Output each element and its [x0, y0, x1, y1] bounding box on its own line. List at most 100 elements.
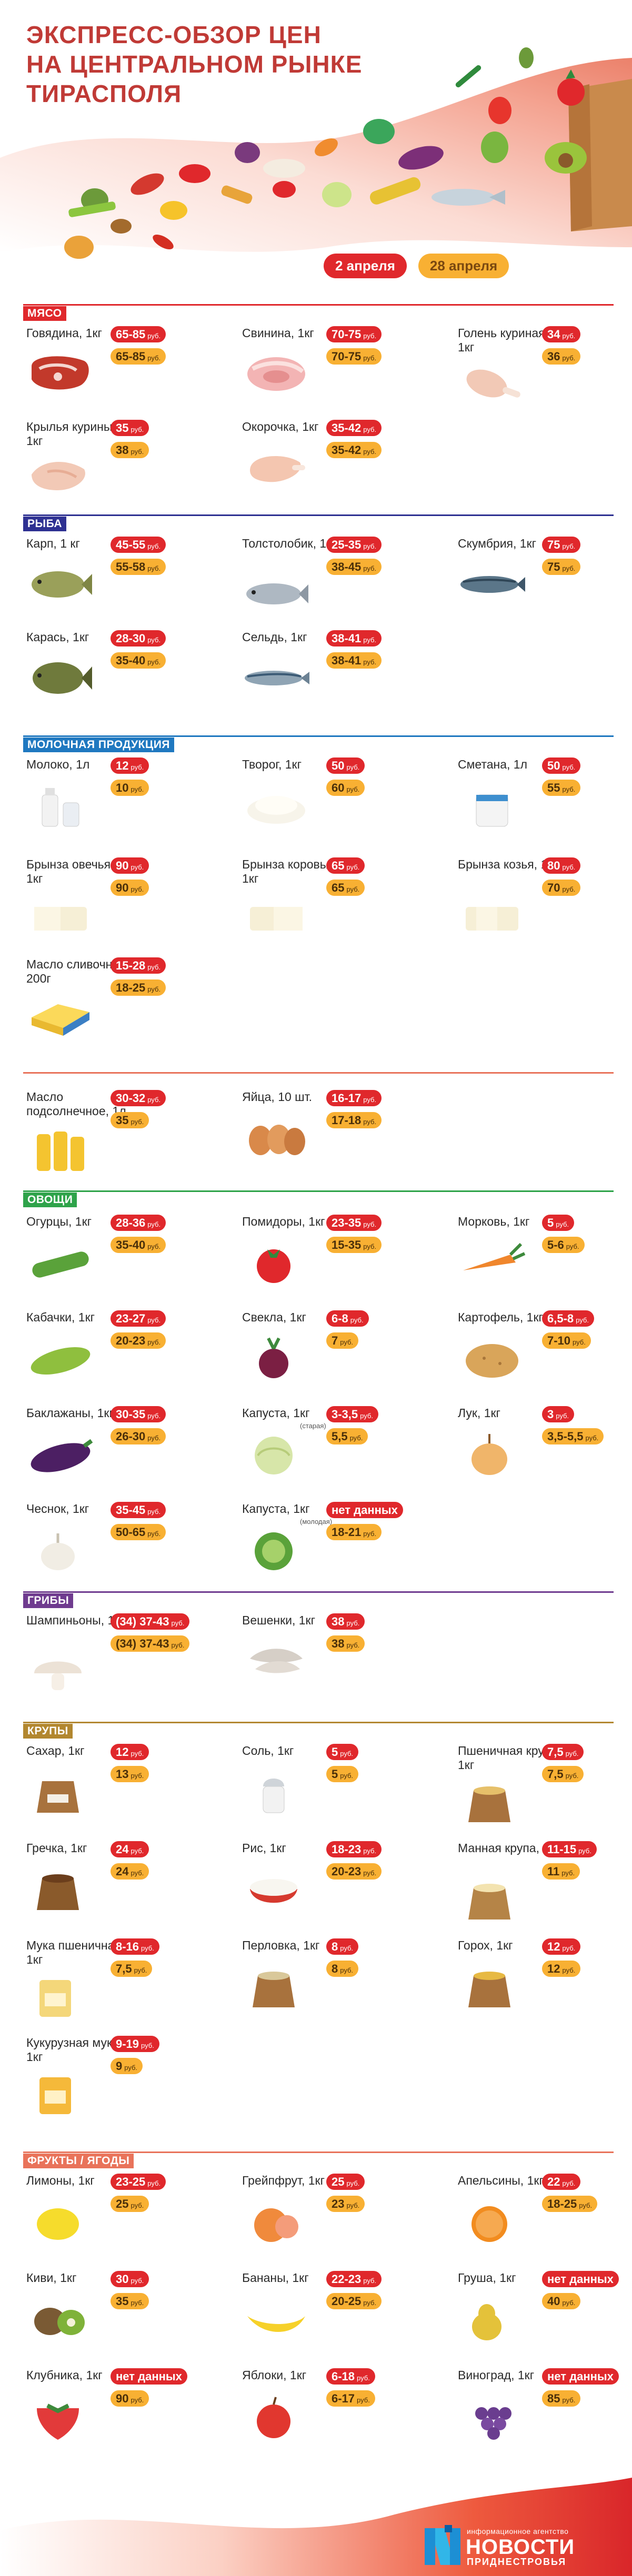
price-value: 38-41 — [332, 632, 362, 645]
item-name: Карп, 1 кг — [26, 537, 80, 550]
price-value: 23-35 — [332, 1216, 362, 1229]
currency-label: руб. — [147, 658, 161, 666]
price-date-b: 38-45 руб. — [326, 559, 382, 575]
currency-label: руб. — [562, 763, 576, 771]
price-value: 12 — [547, 1940, 560, 1953]
item-name: Сельдь, 1кг — [242, 630, 307, 644]
section-label: МЯСО — [23, 306, 66, 321]
price-item: Рис, 1кг 18-23 руб. 20-23 руб. — [239, 1841, 434, 1936]
price-item: Помидоры, 1кг 23-35 руб. 15-35 руб. — [239, 1215, 434, 1309]
sheep-cheese-icon — [26, 891, 95, 938]
young-cabbage-icon — [242, 1526, 310, 1573]
currency-label: руб. — [171, 1619, 185, 1627]
title-line-3: ТИРАСПОЛЯ — [26, 80, 182, 107]
price-value: 20-23 — [332, 1865, 362, 1878]
item-name: Лимоны, 1кг — [26, 2174, 95, 2187]
price-date-a: 3-3,5 руб. — [326, 1406, 378, 1422]
price-date-a: 11-15 руб. — [542, 1841, 597, 1857]
chicken-wing-icon — [26, 453, 95, 501]
item-name: Баклажаны, 1кг — [26, 1406, 114, 1420]
price-value: 55-58 — [116, 560, 146, 573]
chicken-thigh-icon — [242, 444, 310, 491]
currency-label: руб. — [562, 1966, 576, 1974]
price-date-a: 15-28 руб. — [111, 957, 166, 974]
price-item: Карась, 1кг 28-30 руб. 35-40 руб. — [23, 630, 218, 725]
currency-label: руб. — [147, 332, 161, 340]
price-item: Капуста, 1кг (молодая) нет данных 18-21 руб. — [239, 1502, 434, 1597]
item-name: Шампиньоны, 1кг — [26, 1613, 124, 1627]
currency-label: руб. — [147, 564, 161, 572]
price-item: Карп, 1 кг 45-55 руб. 55-58 руб. — [23, 537, 218, 631]
price-value: 28-30 — [116, 632, 146, 645]
price-date-a: 45-55 руб. — [111, 537, 166, 553]
price-value: 5 — [332, 1745, 338, 1759]
currency-label: руб. — [340, 1338, 354, 1346]
date-legend: 2 апреля 28 апреля — [324, 254, 509, 278]
item-name: Гречка, 1кг — [26, 1841, 87, 1855]
barley-icon — [242, 1963, 310, 2010]
semolina-icon — [458, 1875, 526, 1922]
eggplant-icon — [26, 1430, 95, 1478]
section-fish: РЫБА Карп, 1 кг 45-55 руб. 55-58 руб. Толстол… — [0, 514, 632, 725]
currency-label: руб. — [562, 332, 576, 340]
price-value: 6,5-8 — [547, 1312, 574, 1325]
item-name: Капуста, 1кг — [242, 1406, 310, 1420]
price-value: 7,5 — [116, 1962, 132, 1975]
price-value: 36 — [547, 350, 560, 363]
currency-label: руб. — [561, 1869, 575, 1877]
price-value: 35-42 — [332, 443, 362, 457]
onion-icon — [458, 1430, 526, 1478]
price-item: Брынза козья, 1кг 80 руб. 70 руб. — [455, 857, 632, 952]
price-item: Сахар, 1кг 12 руб. 13 руб. — [23, 1744, 218, 1838]
agency-logo[interactable]: информационное агентство НОВОСТИ ПРИДНЕС… — [424, 2525, 624, 2567]
price-value: 16-17 — [332, 1092, 362, 1105]
price-item: Гречка, 1кг 24 руб. 24 руб. — [23, 1841, 218, 1936]
currency-label: руб. — [579, 2201, 593, 2209]
price-value: 15-28 — [116, 959, 146, 972]
price-value: 38-41 — [332, 654, 362, 667]
price-date-b: 24 руб. — [111, 1863, 149, 1880]
price-item: Горох, 1кг 12 руб. 12 руб. — [455, 1938, 632, 2033]
currency-label: руб. — [346, 2179, 360, 2187]
item-name: Апельсины, 1кг — [458, 2174, 544, 2187]
currency-label: руб. — [340, 1772, 354, 1780]
oyster-mushroom-icon — [242, 1638, 310, 1685]
price-item: Кабачки, 1кг 23-27 руб. 20-23 руб. — [23, 1310, 218, 1405]
zucchini-icon — [26, 1335, 95, 1382]
price-value: 65-85 — [116, 328, 146, 341]
salt-shaker-icon — [242, 1768, 310, 1815]
price-date-b: 35 руб. — [111, 2293, 149, 2309]
price-value: 20-23 — [116, 1334, 146, 1347]
currency-label: руб. — [147, 1508, 161, 1516]
logo-agency-text: информационное агентство — [467, 2527, 569, 2535]
price-item: Сметана, 1л 50 руб. 55 руб. — [455, 757, 632, 852]
price-value: 6-18 — [332, 2370, 355, 2383]
price-item: Грейпфрут, 1кг 25 руб. 23 руб. — [239, 2174, 434, 2268]
price-value: 70-75 — [332, 328, 362, 341]
item-name: Горох, 1кг — [458, 1938, 513, 1952]
price-item: Вешенки, 1кг 38 руб. 38 руб. — [239, 1613, 434, 1708]
price-item: Творог, 1кг 50 руб. 60 руб. — [239, 757, 434, 852]
price-date-b: 40 руб. — [542, 2293, 581, 2309]
currency-label: руб. — [141, 1944, 154, 1952]
strawberry-icon — [26, 2392, 95, 2440]
price-value: 26-30 — [116, 1430, 146, 1443]
price-date-b: 38 руб. — [326, 1635, 365, 1652]
beet-icon — [242, 1335, 310, 1382]
goat-cheese-icon — [458, 891, 526, 938]
price-value: 9 — [116, 2059, 123, 2073]
price-item: Сельдь, 1кг 38-41 руб. 38-41 руб. — [239, 630, 434, 725]
sugar-sack-icon — [26, 1768, 95, 1815]
price-item: Окорочка, 1кг 35-42 руб. 35-42 руб. — [239, 420, 434, 514]
price-date-b: 17-18 руб. — [326, 1112, 382, 1128]
item-name: Рис, 1кг — [242, 1841, 286, 1855]
item-name: Сахар, 1кг — [26, 1744, 85, 1757]
price-value: 24 — [116, 1865, 129, 1878]
price-value: 22 — [547, 2175, 560, 2188]
champignon-icon — [26, 1647, 95, 1694]
price-date-b: 75 руб. — [542, 559, 581, 575]
currency-label: руб. — [147, 1434, 161, 1442]
price-value: 23 — [332, 2197, 345, 2210]
price-item: Масло подсолнечное, 1л 30-32 руб. 35 руб. — [23, 1090, 218, 1185]
currency-label: руб. — [147, 1530, 161, 1538]
